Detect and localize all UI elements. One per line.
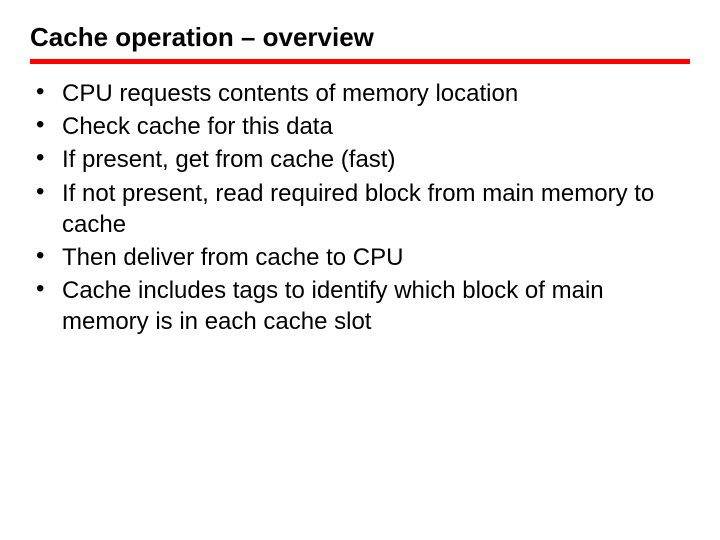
list-item: Then deliver from cache to CPU bbox=[30, 242, 690, 273]
bullet-list: CPU requests contents of memory location… bbox=[30, 78, 690, 338]
list-item: Check cache for this data bbox=[30, 111, 690, 142]
list-item: Cache includes tags to identify which bl… bbox=[30, 275, 690, 337]
list-item: If not present, read required block from… bbox=[30, 178, 690, 240]
list-item: CPU requests contents of memory location bbox=[30, 78, 690, 109]
slide-title: Cache operation – overview bbox=[30, 22, 690, 64]
list-item: If present, get from cache (fast) bbox=[30, 144, 690, 175]
